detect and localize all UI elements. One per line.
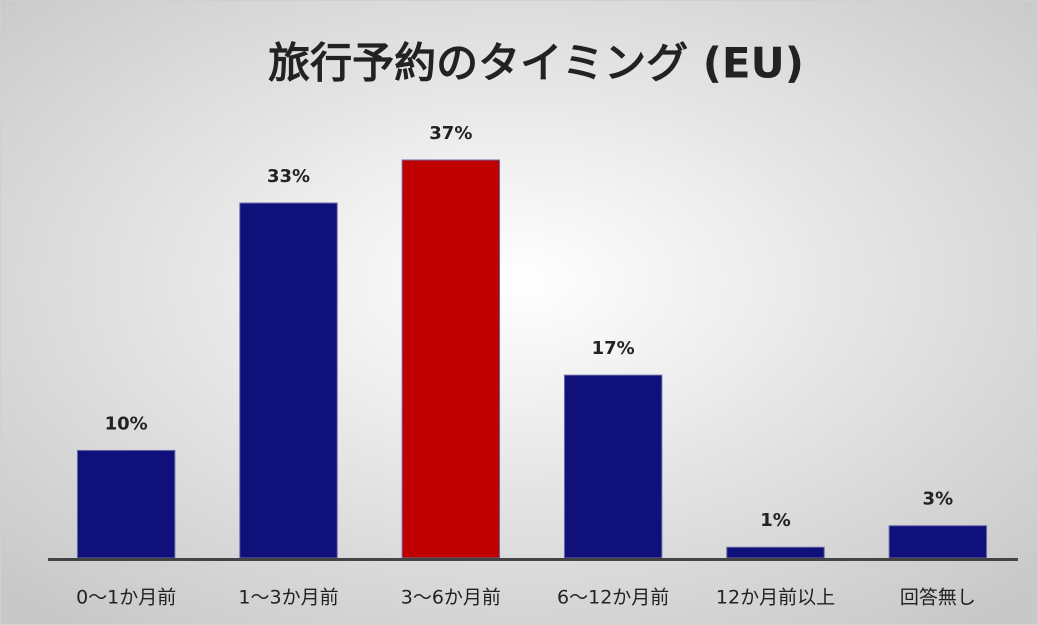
bar — [726, 546, 825, 559]
x-tick-label: 3～6か月前 — [401, 587, 501, 609]
bar — [563, 374, 663, 559]
x-tick-label: 回答無し — [900, 587, 976, 609]
bar — [401, 159, 501, 559]
x-tick-label: 0～1か月前 — [76, 587, 176, 609]
bar — [888, 525, 988, 559]
data-label: 37% — [429, 123, 472, 144]
x-tick-label: 1～3か月前 — [238, 587, 338, 609]
x-tick-label: 12か月前以上 — [716, 587, 835, 609]
x-tick-label: 6～12か月前 — [557, 587, 669, 609]
data-label: 33% — [267, 166, 310, 187]
data-label: 3% — [923, 489, 954, 510]
data-label: 17% — [592, 338, 635, 359]
chart-title: 旅行予約のタイミング (EU) — [268, 39, 804, 88]
data-label: 1% — [760, 510, 791, 531]
data-label: 10% — [105, 413, 148, 434]
bar — [239, 202, 338, 559]
bar — [76, 449, 176, 559]
